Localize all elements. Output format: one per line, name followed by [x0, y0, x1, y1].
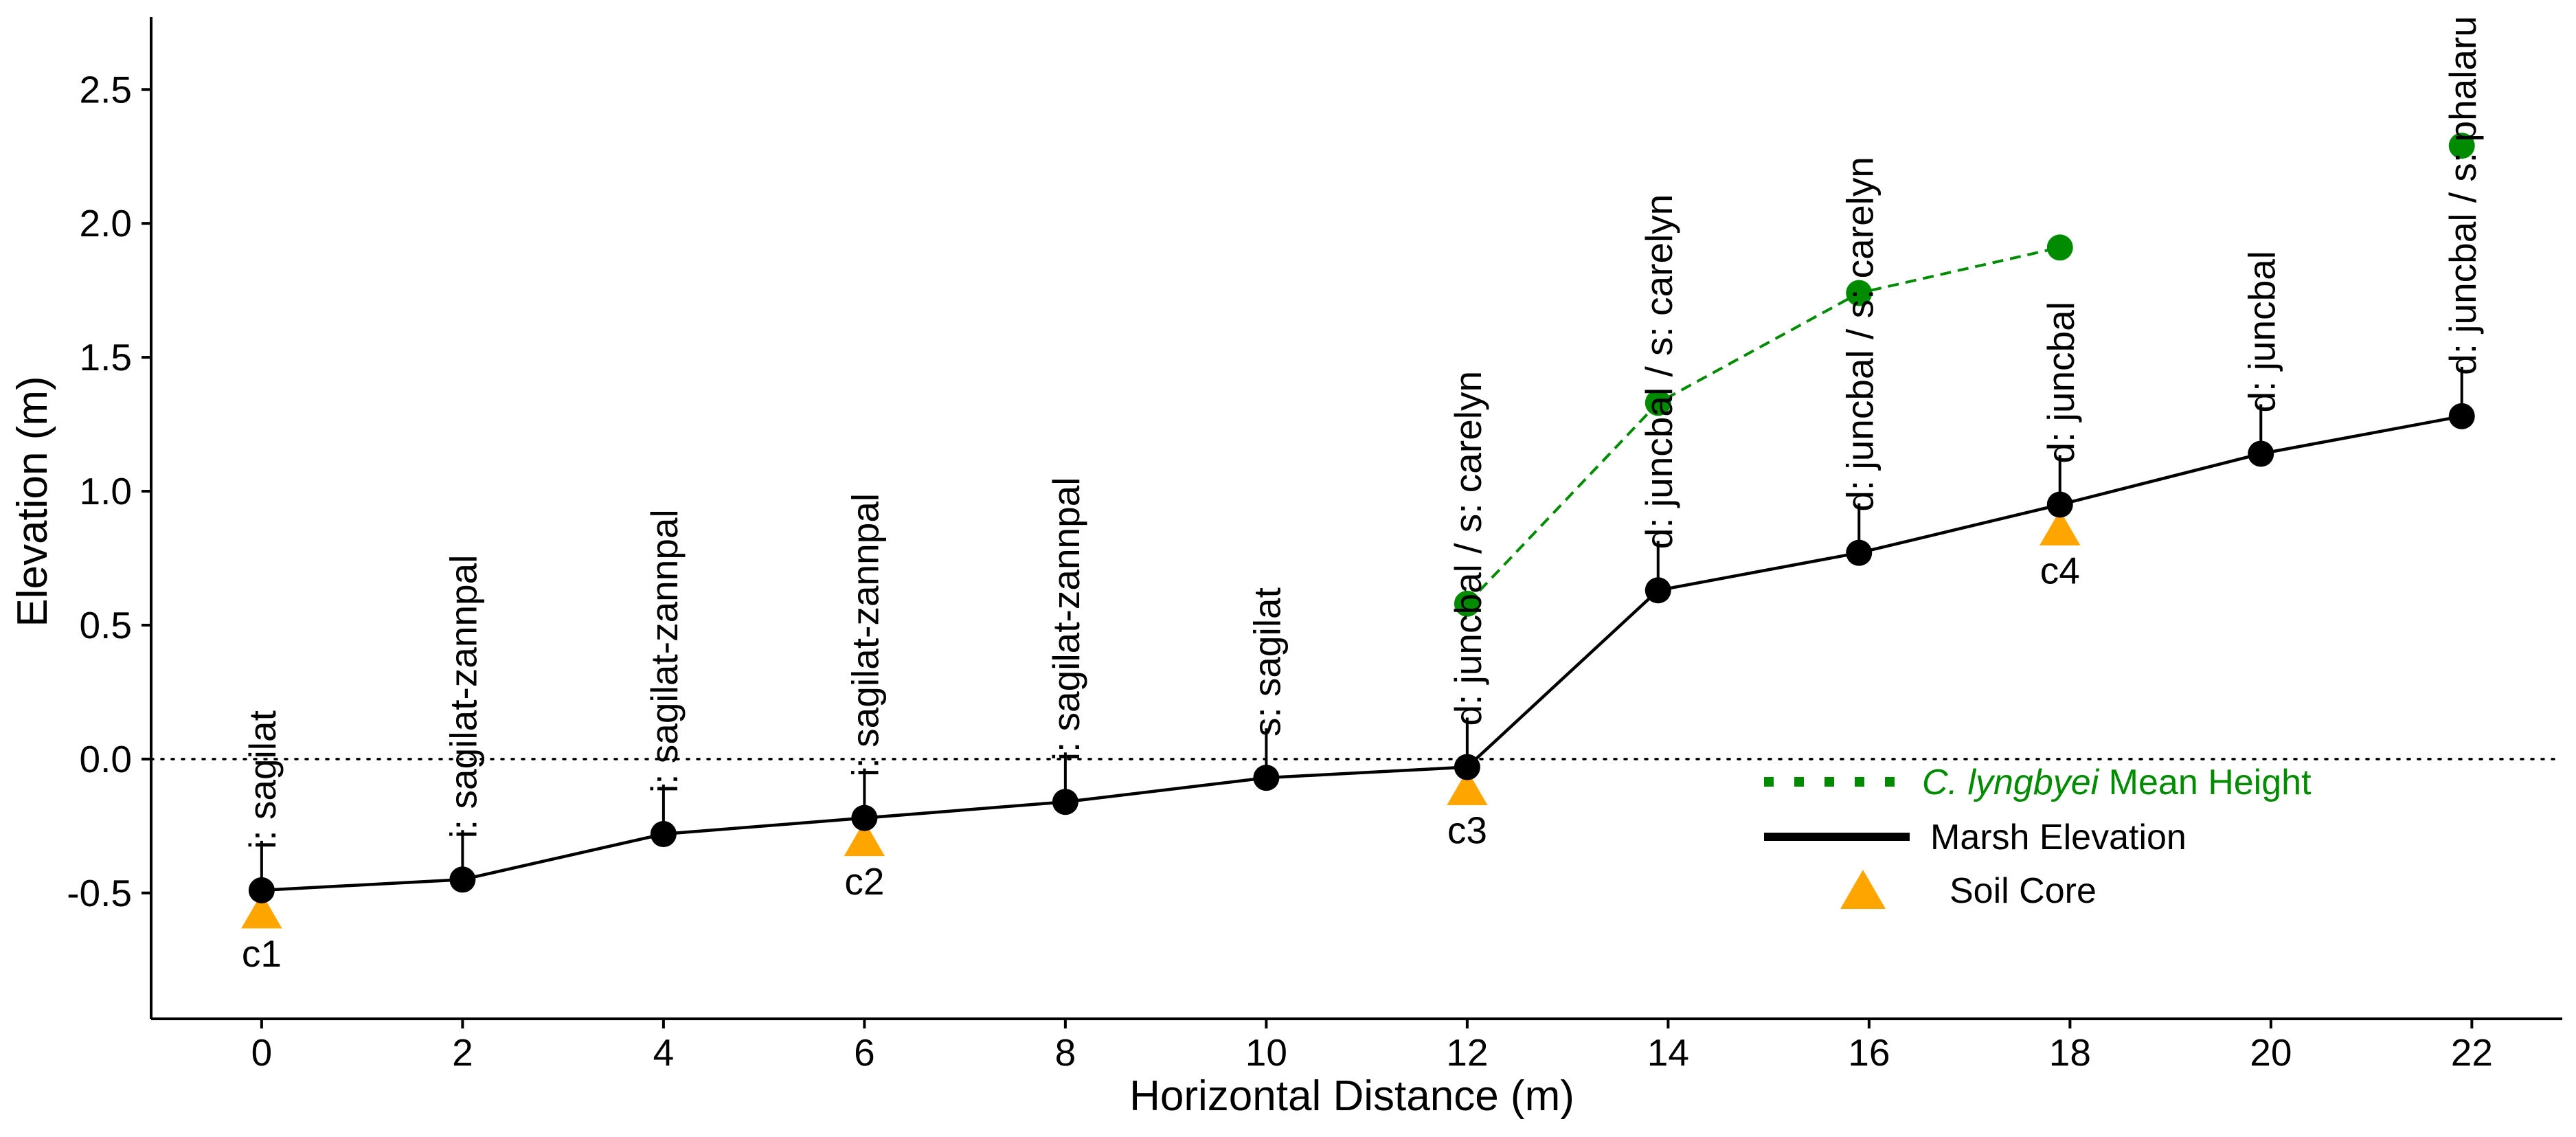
lyngbyei-height-point — [1645, 390, 1671, 416]
x-axis-title: Horizontal Distance (m) — [1129, 1072, 1574, 1120]
legend-lyngbyei-label-rest: Mean Height — [2099, 763, 2312, 802]
x-tick-label: 8 — [1055, 1031, 1076, 1074]
y-tick-label: 2.5 — [80, 68, 132, 111]
x-tick-label: 6 — [854, 1031, 875, 1074]
axes: 0 2 4 6 8 10 12 14 16 18 20 22 -0.5 0.0 0.5 1.0 1.5 2.0 2.… — [67, 17, 2564, 1074]
x-tick-label: 10 — [1245, 1031, 1287, 1074]
soil-core-marker — [1447, 769, 1488, 806]
marsh-point-label: i: sagilat — [241, 710, 284, 849]
x-tick-label: 14 — [1647, 1031, 1689, 1074]
x-tick-label: 16 — [1848, 1031, 1890, 1074]
x-tick-label: 18 — [2049, 1031, 2091, 1074]
lyngbyei-height-point — [2448, 133, 2475, 159]
x-tick-label: 2 — [452, 1031, 473, 1074]
legend-soil-core-swatch — [1840, 870, 1886, 909]
soil-core-label: c2 — [844, 860, 884, 903]
soil-core-label: c3 — [1447, 809, 1487, 852]
marsh-point-label: d: juncbal / s: carelyn — [1838, 157, 1881, 512]
soil-core-marker — [241, 893, 282, 929]
y-tick-label: -0.5 — [67, 872, 132, 914]
marsh-elevation-line — [261, 414, 2463, 892]
series — [241, 133, 2475, 929]
lyngbyei-height-point — [2046, 234, 2073, 261]
soil-core-label: c1 — [242, 932, 282, 975]
soil-core-marker — [844, 820, 885, 857]
marsh-point-label: i: sagilat-zannpal — [844, 493, 886, 777]
marsh-point-label: i: sagilat-zannpal — [1045, 477, 1087, 761]
y-tick-label: 0.0 — [80, 738, 132, 780]
marsh-point-label: d: juncbal — [2240, 251, 2283, 412]
y-axis-title: Elevation (m) — [9, 376, 56, 627]
point-labels: i: sagilat i: sagilat-zannpal i: sagilat-z… — [241, 16, 2484, 975]
legend-soil-core-label: Soil Core — [1950, 871, 2097, 911]
y-tick-label: 1.0 — [80, 470, 132, 513]
marsh-point-label: i: sagilat-zannpal — [643, 509, 686, 793]
marsh-point-label: d: juncbal / s: phalaru — [2441, 16, 2484, 375]
y-tick-label: 1.5 — [80, 336, 132, 379]
legend-marsh-label: Marsh Elevation — [1930, 818, 2187, 857]
legend-lyngbyei-label: C. lyngbyei Mean Height — [1922, 763, 2312, 802]
marsh-point-label: d: juncbal — [2040, 302, 2082, 463]
soil-core-marker — [2040, 510, 2081, 545]
x-tick-label: 12 — [1446, 1031, 1488, 1074]
x-tick-label: 22 — [2451, 1031, 2493, 1074]
legend: C. lyngbyei Mean Height Marsh Elevation So… — [1764, 763, 2312, 911]
lyngbyei-height-point — [1454, 590, 1480, 617]
x-tick-label: 20 — [2250, 1031, 2292, 1074]
marsh-point-label: i: sagilat-zannpal — [442, 555, 484, 839]
lyngbyei-height-point — [1846, 280, 1873, 306]
marsh-point-label: d: juncbal / s: carelyn — [1638, 194, 1680, 550]
soil-core-label: c4 — [2040, 550, 2080, 592]
y-tick-label: 2.0 — [80, 202, 132, 245]
x-tick-label: 4 — [653, 1031, 675, 1074]
marsh-point-label: d: juncbal / s: carelyn — [1447, 371, 1489, 726]
marsh-point-label: s: sagilat — [1245, 587, 1288, 736]
lyngbyei-height-line — [1466, 246, 2061, 605]
y-tick-label: 0.5 — [80, 604, 132, 646]
x-tick-label: 0 — [251, 1031, 273, 1074]
legend-lyngbyei-label-italic: C. lyngbyei — [1922, 763, 2100, 802]
